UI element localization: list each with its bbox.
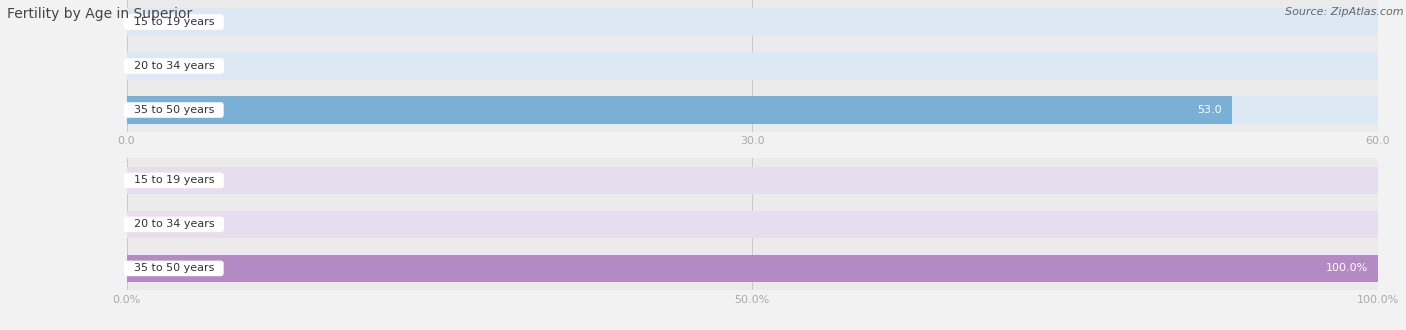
- Bar: [127, 167, 1378, 194]
- Text: 0.0%: 0.0%: [142, 219, 170, 229]
- Bar: [127, 255, 1378, 282]
- Bar: [127, 211, 1378, 238]
- Text: 0.0%: 0.0%: [142, 176, 170, 185]
- Text: Source: ZipAtlas.com: Source: ZipAtlas.com: [1285, 7, 1403, 16]
- Text: 53.0: 53.0: [1198, 105, 1222, 115]
- Text: 0.0: 0.0: [142, 17, 159, 27]
- Text: 35 to 50 years: 35 to 50 years: [127, 105, 221, 115]
- Text: 20 to 34 years: 20 to 34 years: [127, 61, 221, 71]
- Text: Fertility by Age in Superior: Fertility by Age in Superior: [7, 7, 193, 20]
- Bar: [127, 96, 1232, 124]
- Text: 15 to 19 years: 15 to 19 years: [127, 17, 221, 27]
- Bar: [127, 52, 1378, 80]
- Text: 35 to 50 years: 35 to 50 years: [127, 263, 221, 273]
- Bar: [127, 96, 1378, 124]
- Text: 15 to 19 years: 15 to 19 years: [127, 176, 221, 185]
- Text: 0.0: 0.0: [142, 61, 159, 71]
- Bar: [127, 8, 1378, 36]
- Bar: [127, 255, 1378, 282]
- Text: 100.0%: 100.0%: [1326, 263, 1368, 273]
- Text: 20 to 34 years: 20 to 34 years: [127, 219, 221, 229]
